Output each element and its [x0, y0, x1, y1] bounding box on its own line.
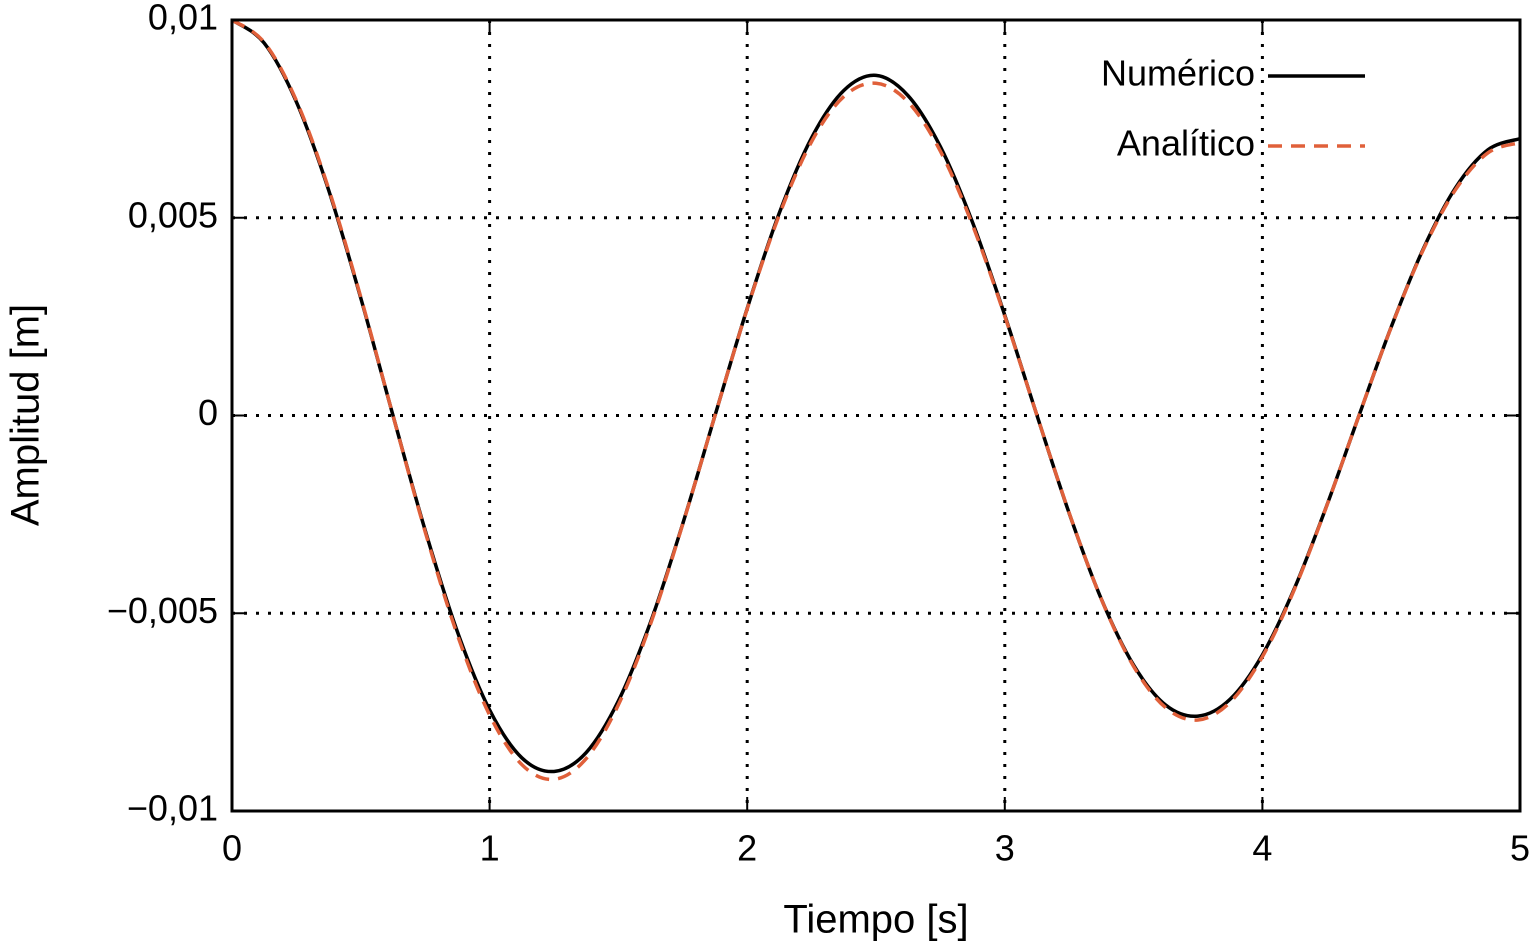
y-tick-label: −0,01 — [127, 788, 218, 829]
x-tick-label: 4 — [1252, 828, 1272, 869]
legend-label: Analítico — [1117, 123, 1255, 164]
y-tick-label: 0,005 — [128, 194, 218, 235]
x-tick-label: 0 — [222, 828, 242, 869]
series-line — [231, 18, 1521, 782]
x-tick-label: 1 — [480, 828, 500, 869]
y-tick-label: −0,005 — [107, 590, 218, 631]
plot-frame — [230, 18, 1522, 813]
y-tick-label: 0 — [198, 392, 218, 433]
x-tick-label: 2 — [737, 828, 757, 869]
x-axis-label: Tiempo [s] — [783, 898, 968, 942]
y-axis-label: Amplitud [m] — [4, 304, 48, 526]
y-tick-label: 0,01 — [148, 0, 218, 38]
x-tick-label: 5 — [1510, 828, 1530, 869]
legend-label: Numérico — [1101, 53, 1255, 94]
x-tick-label: 3 — [995, 828, 1015, 869]
series-line — [230, 18, 1521, 774]
